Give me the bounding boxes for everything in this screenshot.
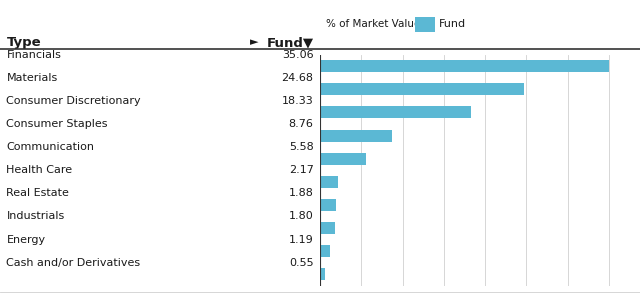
Text: 24.68: 24.68 <box>282 73 314 83</box>
Text: Communication: Communication <box>6 142 95 152</box>
Text: 1.80: 1.80 <box>289 212 314 221</box>
Text: Energy: Energy <box>6 235 45 244</box>
Text: 18.33: 18.33 <box>282 96 314 106</box>
Text: Type: Type <box>6 36 41 49</box>
Text: Financials: Financials <box>6 50 61 60</box>
Text: Cash and/or Derivatives: Cash and/or Derivatives <box>6 258 141 268</box>
Bar <box>320 106 471 119</box>
Text: Fund: Fund <box>438 19 465 29</box>
Text: 5.58: 5.58 <box>289 142 314 152</box>
Bar <box>320 245 330 257</box>
Bar <box>320 268 324 280</box>
Text: Consumer Discretionary: Consumer Discretionary <box>6 96 141 106</box>
Text: 1.88: 1.88 <box>289 188 314 198</box>
Text: Materials: Materials <box>6 73 58 83</box>
Bar <box>320 60 609 72</box>
Bar <box>320 199 335 211</box>
Bar <box>320 176 338 188</box>
Text: 0.55: 0.55 <box>289 258 314 268</box>
Text: 2.17: 2.17 <box>289 165 314 175</box>
Text: Industrials: Industrials <box>6 212 65 221</box>
Text: Consumer Staples: Consumer Staples <box>6 119 108 129</box>
Text: Health Care: Health Care <box>6 165 72 175</box>
Text: 8.76: 8.76 <box>289 119 314 129</box>
Bar <box>320 153 366 165</box>
Text: ►: ► <box>250 38 258 47</box>
Text: % of Market Value: % of Market Value <box>326 19 420 29</box>
Bar <box>320 222 335 234</box>
Text: Fund▼: Fund▼ <box>266 36 314 49</box>
Bar <box>320 83 524 95</box>
Text: 1.19: 1.19 <box>289 235 314 244</box>
Text: Real Estate: Real Estate <box>6 188 69 198</box>
Text: 35.06: 35.06 <box>282 50 314 60</box>
Bar <box>320 130 392 142</box>
